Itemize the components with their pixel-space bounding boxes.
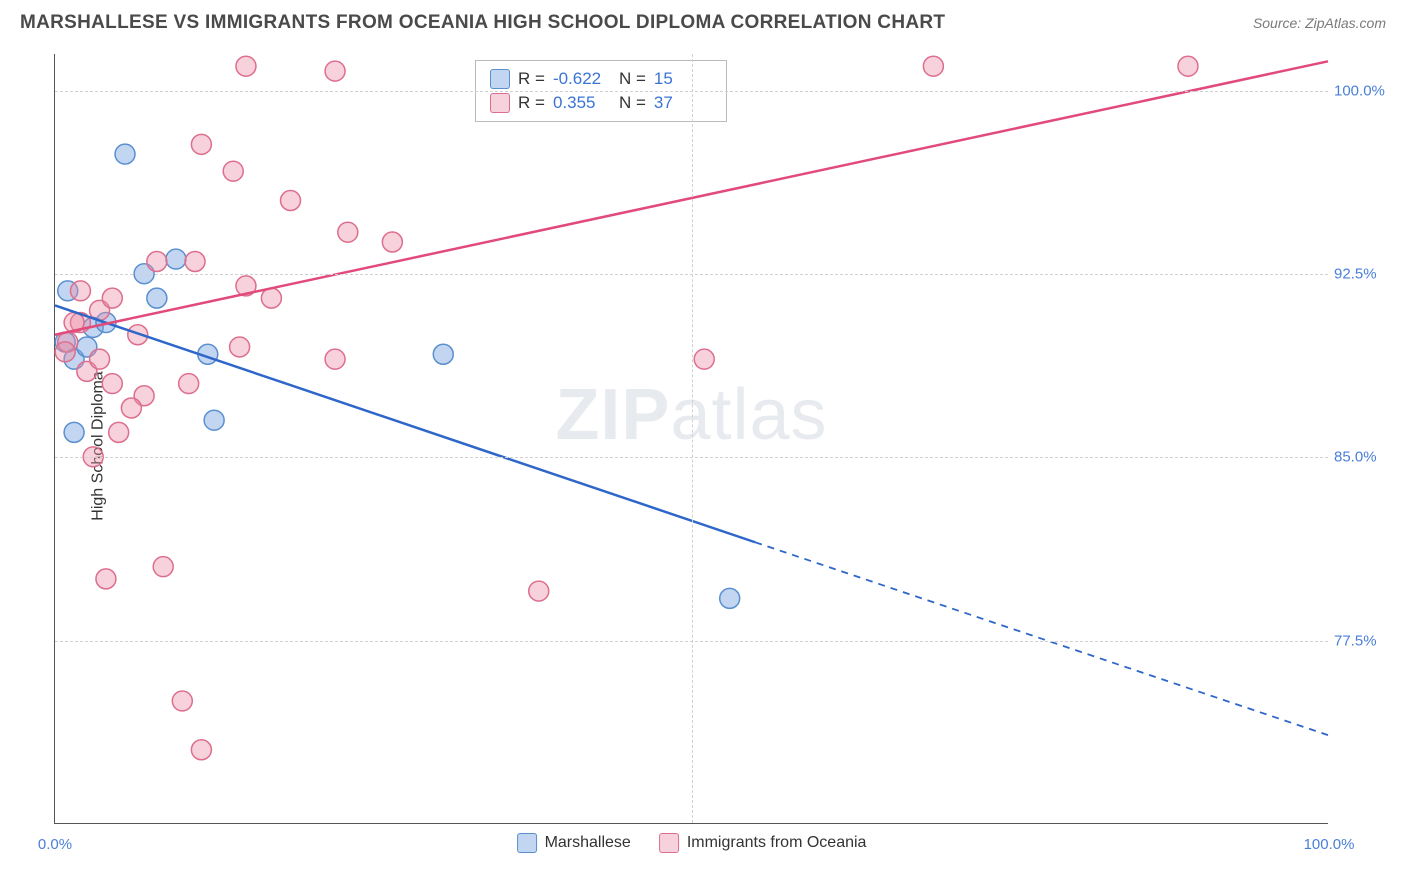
x-tick-label: 100.0%	[1304, 836, 1355, 853]
legend-item: Immigrants from Oceania	[659, 833, 867, 853]
scatter-point	[147, 288, 167, 308]
scatter-point	[172, 691, 192, 711]
scatter-point	[102, 288, 122, 308]
scatter-point	[115, 144, 135, 164]
series-swatch	[517, 833, 537, 853]
scatter-point	[70, 281, 90, 301]
grid-line-vertical	[692, 54, 693, 823]
r-value: -0.622	[553, 69, 611, 89]
scatter-point	[55, 342, 75, 362]
bottom-legend: Marshallese Immigrants from Oceania	[517, 833, 867, 853]
stats-row: R = 0.355 N = 37	[490, 91, 712, 115]
series-swatch	[490, 93, 510, 113]
scatter-point	[281, 190, 301, 210]
scatter-point	[433, 344, 453, 364]
series-swatch	[490, 69, 510, 89]
scatter-point	[529, 581, 549, 601]
scatter-point	[720, 588, 740, 608]
regression-line-dashed	[755, 542, 1328, 735]
scatter-point	[1178, 56, 1198, 76]
chart-plot-area: ZIPatlas R =-0.622N =15R =0.355N =37 Mar…	[54, 54, 1328, 824]
scatter-point	[236, 56, 256, 76]
scatter-point	[153, 557, 173, 577]
n-value: 37	[654, 93, 712, 113]
scatter-point	[223, 161, 243, 181]
n-label: N =	[619, 93, 646, 113]
scatter-point	[64, 422, 84, 442]
scatter-point	[382, 232, 402, 252]
scatter-point	[147, 252, 167, 272]
scatter-point	[191, 134, 211, 154]
scatter-point	[923, 56, 943, 76]
scatter-point	[230, 337, 250, 357]
scatter-point	[90, 349, 110, 369]
scatter-point	[166, 249, 186, 269]
n-label: N =	[619, 69, 646, 89]
scatter-point	[109, 422, 129, 442]
scatter-point	[325, 61, 345, 81]
header: MARSHALLESE VS IMMIGRANTS FROM OCEANIA H…	[0, 0, 1406, 42]
n-value: 15	[654, 69, 712, 89]
y-tick-label: 92.5%	[1334, 266, 1398, 283]
y-tick-label: 77.5%	[1334, 632, 1398, 649]
r-label: R =	[518, 69, 545, 89]
scatter-point	[325, 349, 345, 369]
scatter-point	[96, 569, 116, 589]
r-label: R =	[518, 93, 545, 113]
x-tick-label: 0.0%	[38, 836, 72, 853]
scatter-point	[102, 374, 122, 394]
y-tick-label: 85.0%	[1334, 449, 1398, 466]
chart-title: MARSHALLESE VS IMMIGRANTS FROM OCEANIA H…	[20, 12, 945, 34]
scatter-point	[261, 288, 281, 308]
source-attribution: Source: ZipAtlas.com	[1253, 15, 1386, 31]
scatter-point	[179, 374, 199, 394]
scatter-point	[204, 410, 224, 430]
series-swatch	[659, 833, 679, 853]
scatter-point	[121, 398, 141, 418]
stats-row: R = -0.622 N = 15	[490, 67, 712, 91]
legend-item: Marshallese	[517, 833, 631, 853]
y-tick-label: 100.0%	[1334, 82, 1398, 99]
scatter-point	[338, 222, 358, 242]
scatter-point	[185, 252, 205, 272]
scatter-point	[694, 349, 714, 369]
legend-label: Marshallese	[545, 834, 631, 852]
legend-label: Immigrants from Oceania	[687, 834, 867, 852]
r-value: 0.355	[553, 93, 611, 113]
regression-line-solid	[55, 305, 755, 542]
scatter-point	[191, 740, 211, 760]
